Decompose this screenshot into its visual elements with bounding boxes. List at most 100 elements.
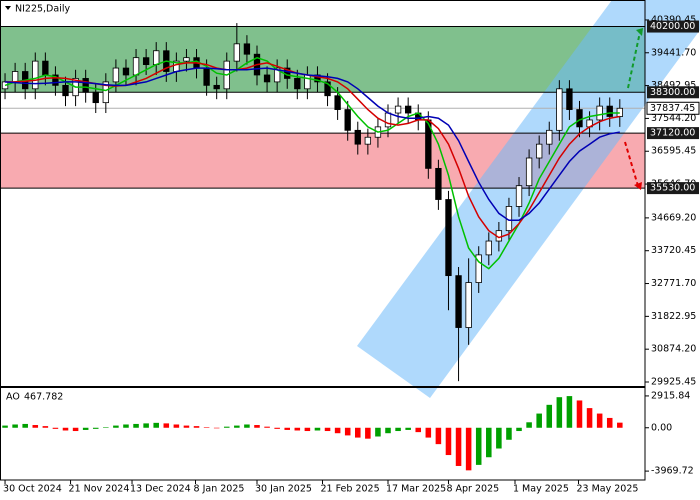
ao-bar	[113, 425, 119, 428]
candle-body	[354, 129, 361, 145]
candle-body	[384, 112, 392, 128]
candle-body	[32, 60, 39, 90]
ao-value: 467.782	[24, 392, 63, 403]
candle-body	[566, 88, 573, 110]
candle-body	[485, 240, 492, 256]
candle-body	[546, 129, 553, 145]
ao-bar	[12, 424, 18, 428]
ao-bar	[2, 425, 8, 428]
candle-body	[82, 78, 89, 93]
ao-bar	[314, 427, 321, 431]
y-tick-label: 32771.70	[651, 278, 696, 289]
y-tick-label: 37544.20	[651, 113, 696, 124]
ao-bar	[586, 408, 593, 428]
ao-bar	[556, 397, 563, 428]
ao-bar	[445, 427, 452, 456]
ao-bar	[143, 423, 149, 428]
candle-body	[404, 105, 412, 114]
symbol-title: NI225,Daily	[15, 4, 70, 15]
candle-body	[576, 109, 583, 128]
main-panel-frame	[0, 0, 646, 387]
ao-bar	[395, 427, 401, 432]
y-tick-label: 39441.70	[651, 47, 696, 58]
level-label: 35530.00	[650, 183, 695, 194]
ao-bar	[617, 422, 623, 428]
candle-body	[122, 67, 130, 76]
ao-bar	[425, 427, 432, 438]
x-tick-label: 21 Feb 2025	[321, 484, 380, 495]
candle-body	[515, 185, 523, 207]
candle-body	[324, 81, 331, 97]
ao-bar	[22, 423, 28, 428]
ao-bar	[486, 427, 492, 458]
candle-body	[203, 67, 210, 86]
ao-bar	[213, 427, 220, 429]
down-arrow	[624, 141, 639, 187]
ao-bar	[526, 422, 532, 428]
ao-name: AO	[6, 392, 20, 403]
x-tick-label: 23 May 2025	[576, 484, 638, 495]
ao-bar	[506, 427, 512, 440]
level-label-box	[647, 182, 699, 195]
ao-bar	[365, 427, 371, 439]
candle-body	[112, 67, 120, 83]
ao-bar	[103, 427, 109, 428]
x-tick-label: 30 Oct 2024	[3, 484, 62, 495]
ao-tick-label: -3969.72	[651, 466, 694, 477]
x-tick-label: 13 Dec 2024	[130, 484, 191, 495]
level-label: 40200.00	[650, 21, 695, 32]
level-label-box	[647, 127, 699, 140]
ao-tick-label: 0.00	[651, 422, 672, 433]
ao-bar	[163, 423, 170, 428]
menu-icon[interactable]	[5, 6, 11, 10]
ao-bar	[92, 427, 99, 429]
ao-panel-frame	[0, 387, 646, 481]
candle-body	[213, 84, 220, 90]
y-tick-label: 36595.45	[651, 146, 696, 157]
candle-body	[475, 254, 482, 283]
ao-bar	[173, 424, 180, 428]
x-tick-label: 17 Mar 2025	[386, 484, 446, 495]
ao-bar	[546, 404, 553, 428]
ao-bar	[32, 425, 39, 428]
y-tick-label: 30874.20	[651, 344, 696, 355]
ao-bar	[52, 427, 59, 429]
ao-bar	[375, 427, 381, 437]
ao-bar	[133, 423, 139, 428]
candle-body	[233, 43, 241, 62]
ao-bar	[254, 425, 260, 428]
candle-body	[142, 57, 150, 65]
candle-body	[263, 74, 271, 83]
y-tick-label: 31822.95	[651, 311, 696, 322]
candle-body	[596, 105, 603, 121]
ao-bar	[203, 427, 210, 428]
ao-bar	[183, 425, 190, 428]
candle-body	[465, 282, 472, 328]
candle-body	[11, 71, 19, 83]
ao-bar	[596, 413, 603, 428]
last-price-label: 37837.45	[650, 103, 695, 114]
candle-body	[394, 105, 402, 114]
ao-bar	[244, 424, 250, 428]
candle-body	[102, 81, 109, 104]
candle-body	[42, 60, 49, 76]
ao-bar	[566, 396, 573, 428]
x-tick-label: 1 May 2025	[513, 484, 569, 495]
moving-average	[4, 67, 620, 222]
ao-bar	[415, 427, 422, 433]
ao-bar	[455, 427, 462, 466]
ao-bar	[304, 427, 311, 432]
ao-bar	[385, 427, 391, 434]
ao-bar	[475, 427, 482, 465]
x-tick-label: 8 Apr 2025	[446, 484, 499, 495]
x-tick-label: 8 Jan 2025	[194, 484, 245, 495]
candle-body	[183, 57, 190, 62]
candle-body	[525, 157, 533, 187]
ao-bar	[405, 427, 411, 430]
ao-bar	[264, 426, 270, 428]
up-arrow	[627, 31, 641, 89]
candle-body	[445, 199, 452, 277]
candle-body	[92, 91, 99, 104]
candle-body	[435, 167, 442, 200]
